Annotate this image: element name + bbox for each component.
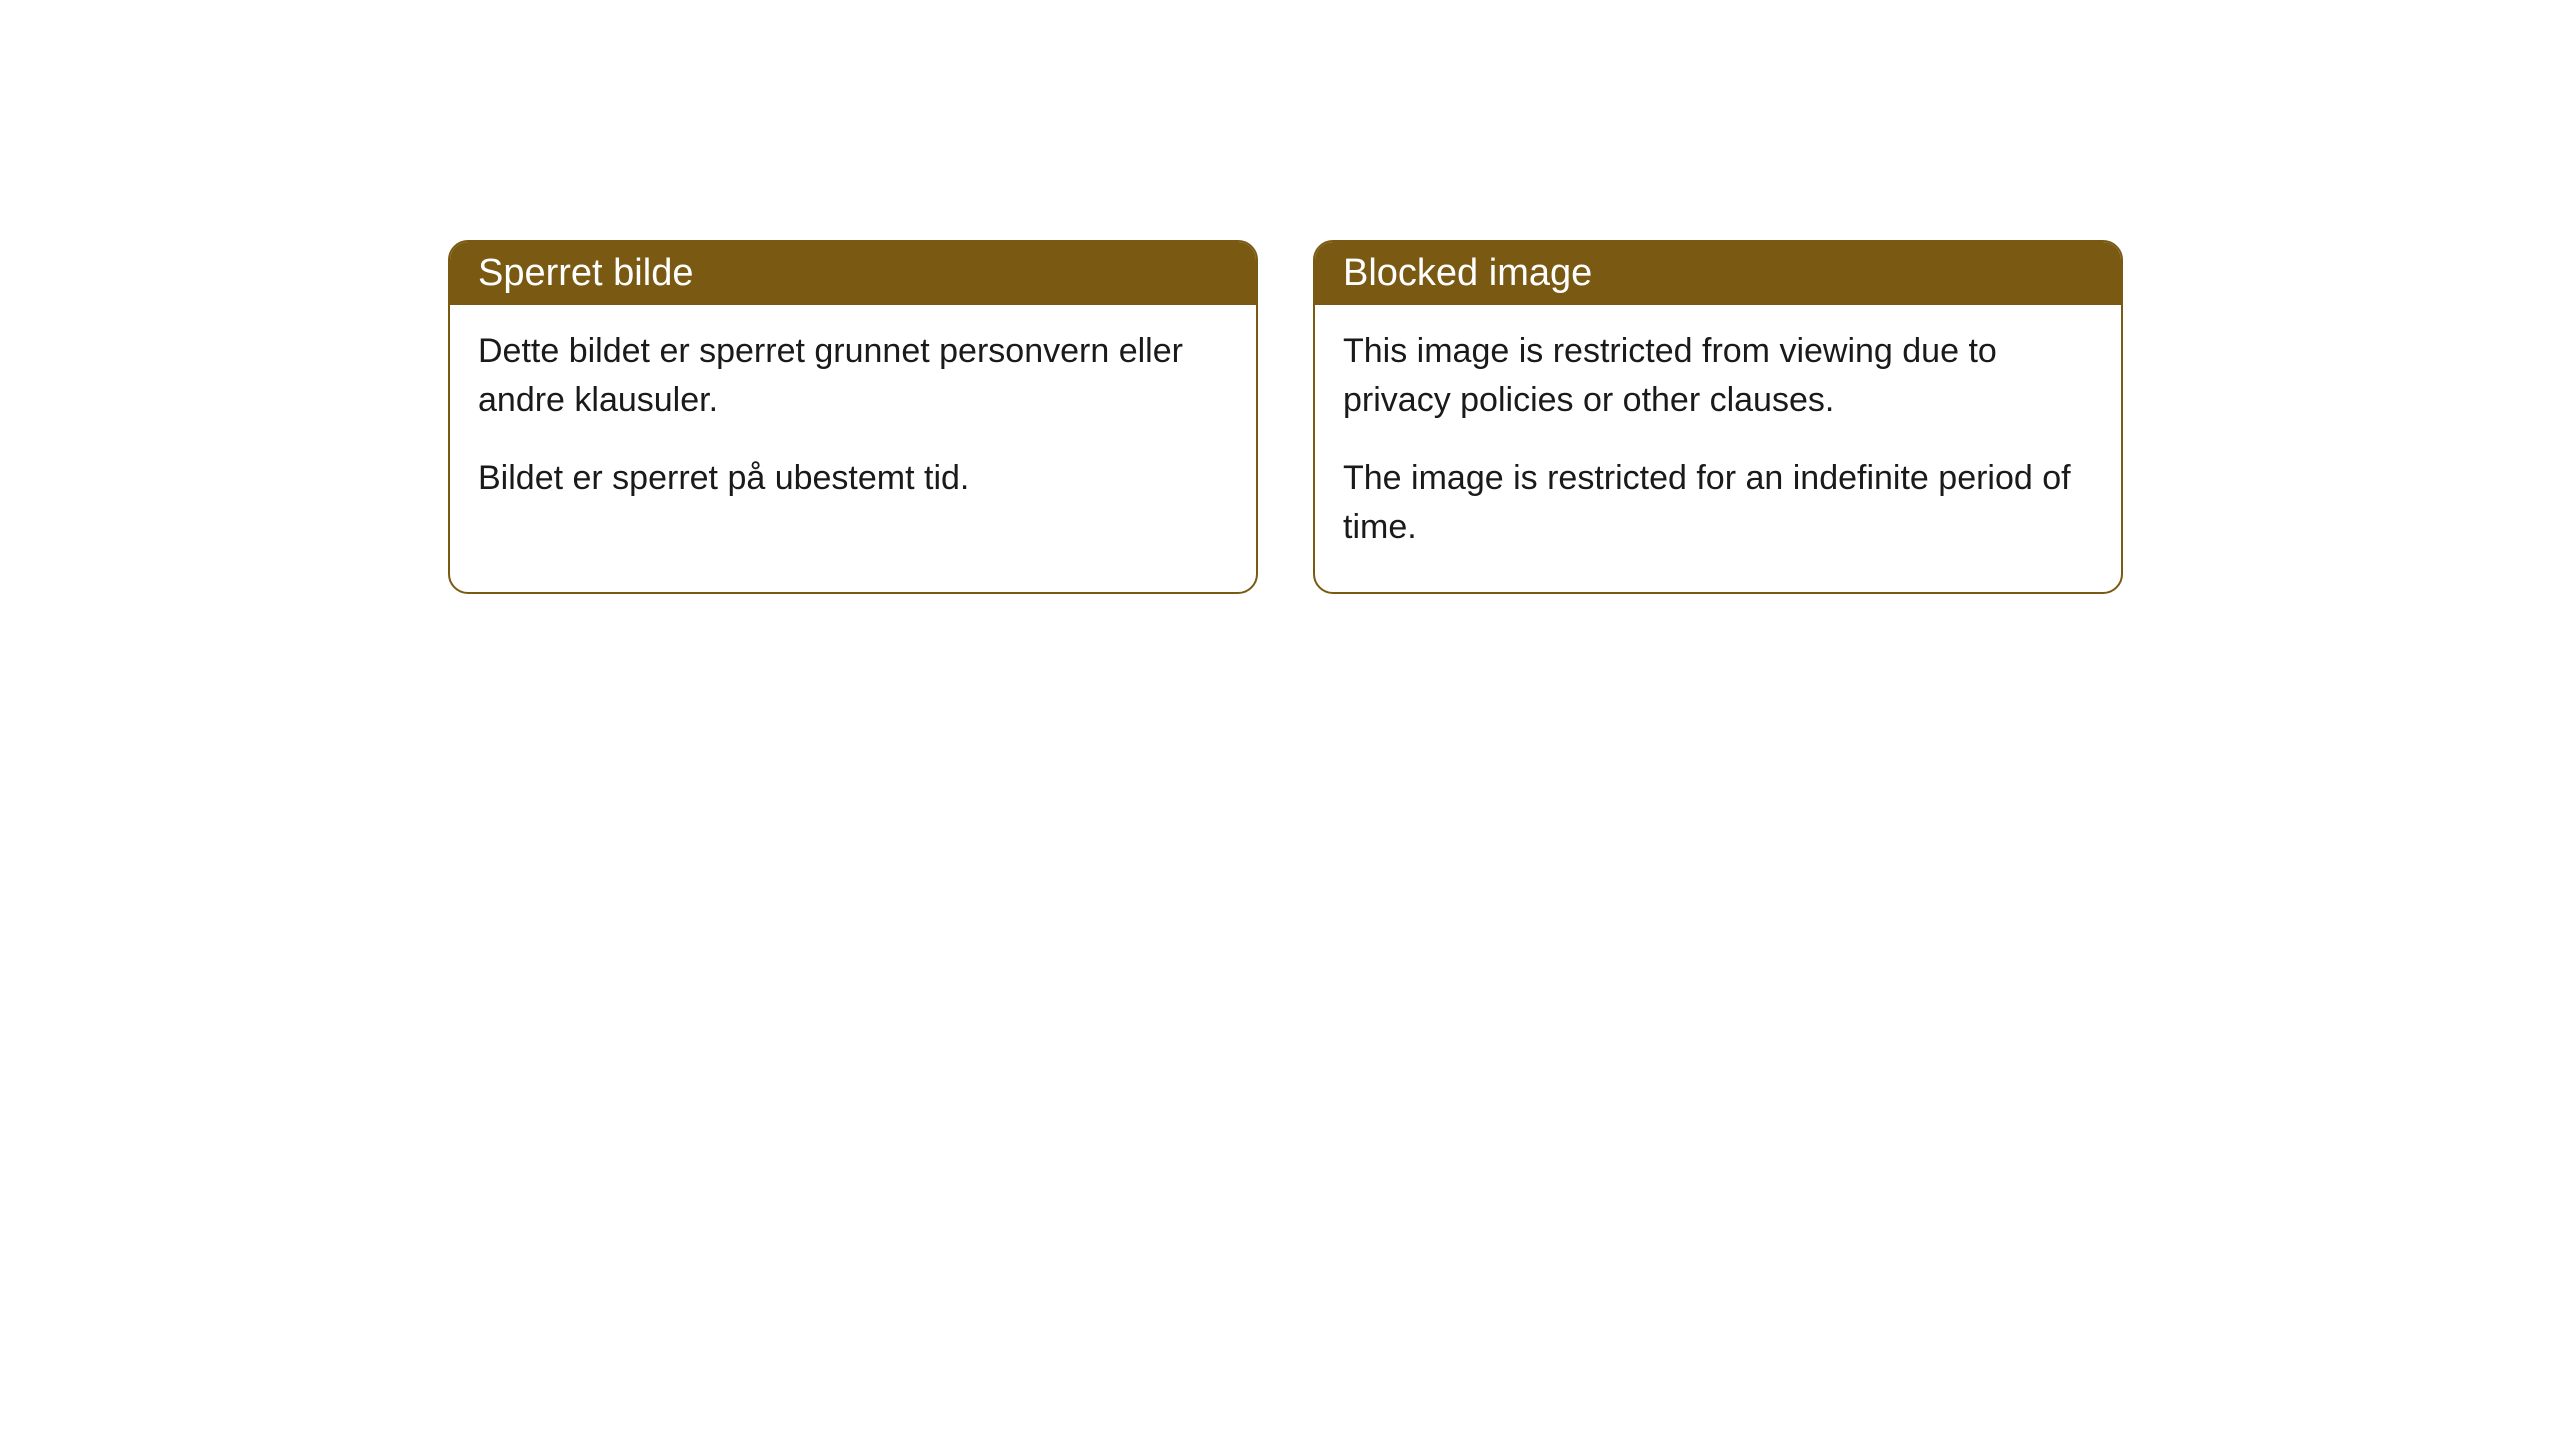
- card-paragraph-2-no: Bildet er sperret på ubestemt tid.: [478, 454, 1228, 503]
- card-body-no: Dette bildet er sperret grunnet personve…: [450, 305, 1256, 543]
- card-paragraph-1-en: This image is restricted from viewing du…: [1343, 327, 2093, 426]
- blocked-image-card-en: Blocked image This image is restricted f…: [1313, 240, 2123, 594]
- card-header-no: Sperret bilde: [450, 242, 1256, 305]
- card-paragraph-2-en: The image is restricted for an indefinit…: [1343, 454, 2093, 553]
- card-body-en: This image is restricted from viewing du…: [1315, 305, 2121, 592]
- cards-container: Sperret bilde Dette bildet er sperret gr…: [448, 240, 2123, 594]
- card-paragraph-1-no: Dette bildet er sperret grunnet personve…: [478, 327, 1228, 426]
- card-header-en: Blocked image: [1315, 242, 2121, 305]
- blocked-image-card-no: Sperret bilde Dette bildet er sperret gr…: [448, 240, 1258, 594]
